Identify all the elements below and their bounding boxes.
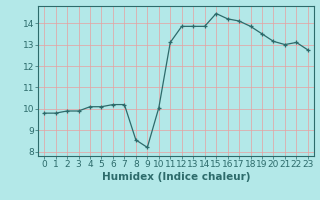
X-axis label: Humidex (Indice chaleur): Humidex (Indice chaleur) xyxy=(102,172,250,182)
